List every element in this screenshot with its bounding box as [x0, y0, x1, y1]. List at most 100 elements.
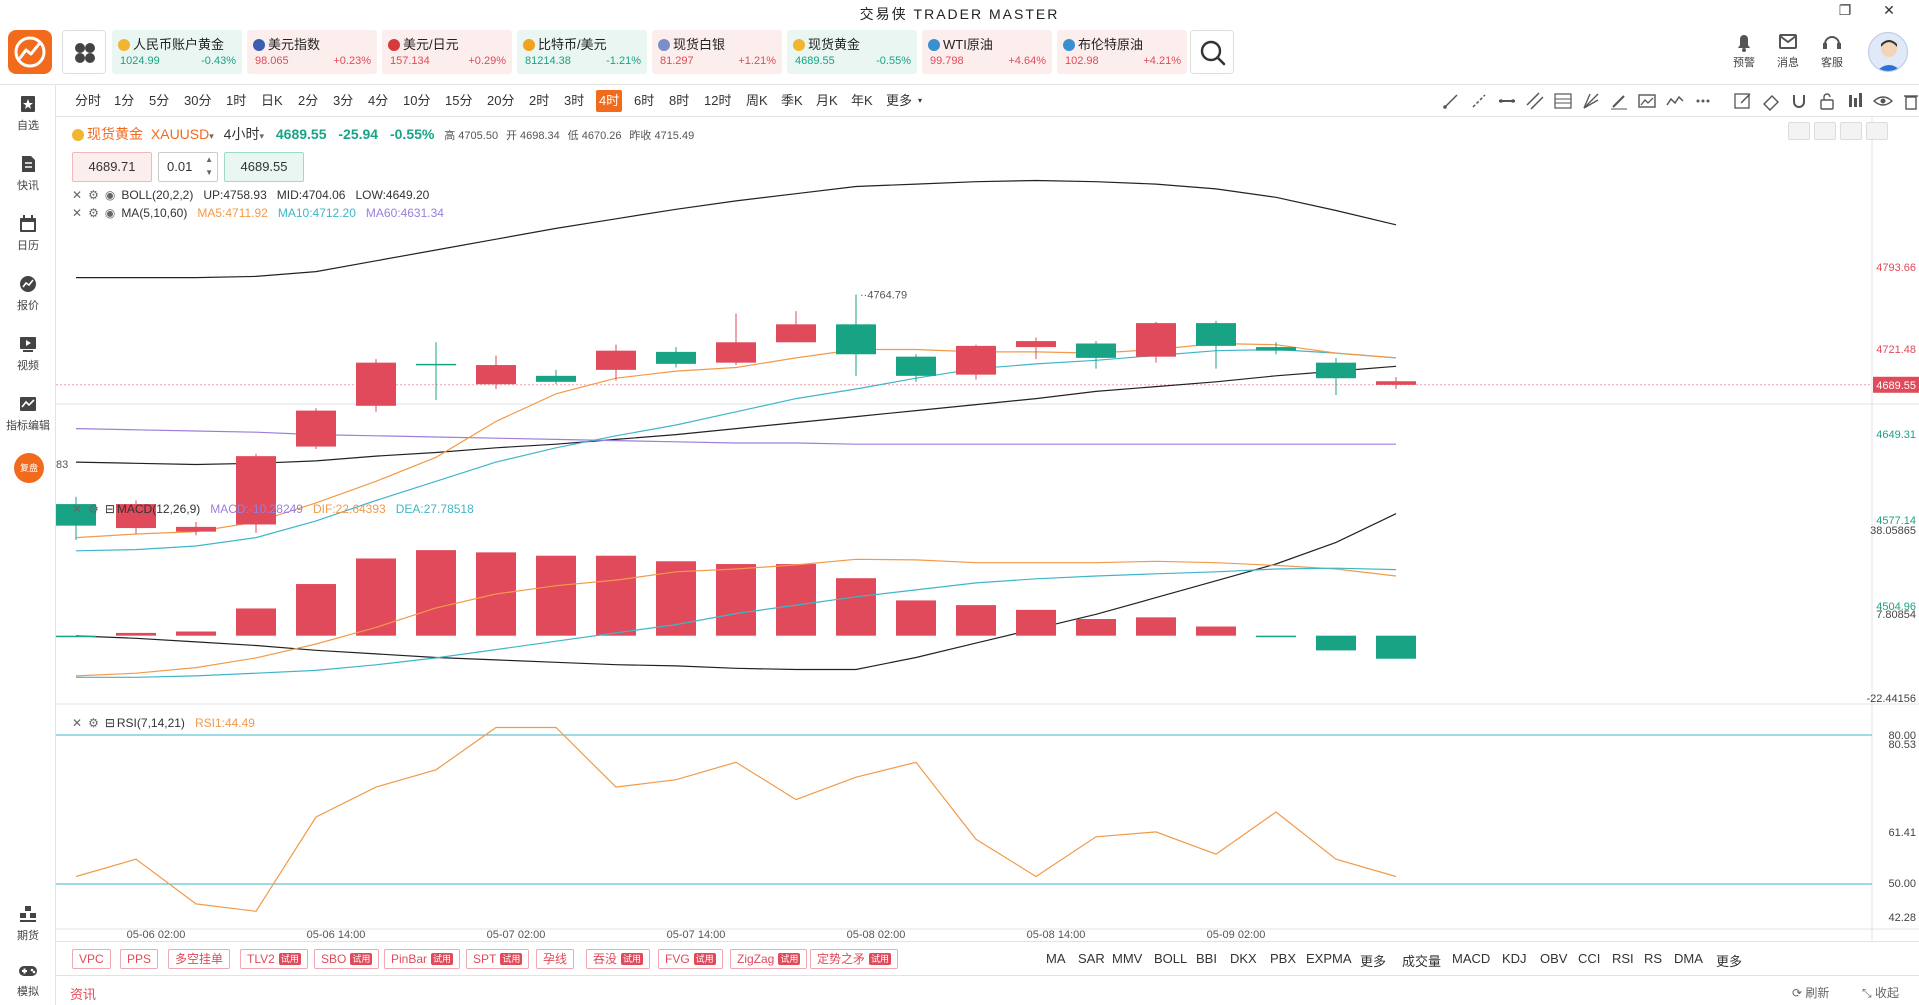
strategy-tag-8[interactable]: 吞没 试用: [586, 949, 651, 969]
collapse-icon[interactable]: ⊟: [104, 502, 115, 516]
period-21[interactable]: 年K: [851, 93, 873, 108]
strategy-tag-2[interactable]: 多空挂单: [168, 949, 231, 969]
grid-menu-button[interactable]: [62, 30, 106, 74]
period-13[interactable]: 3时: [564, 93, 585, 108]
quantity-stepper[interactable]: 0.01 ▲ ▼: [158, 152, 218, 182]
strategy-tag-9[interactable]: FVG 试用: [658, 949, 723, 969]
main-indicator-tab-0[interactable]: MA: [1046, 951, 1066, 966]
buy-price-button[interactable]: 4689.55: [224, 152, 304, 182]
chart-type-icon[interactable]: [1788, 122, 1810, 140]
message-button[interactable]: 消息: [1768, 30, 1808, 70]
quote-card[interactable]: 美元指数 98.065 +0.23%: [247, 30, 377, 74]
app-logo[interactable]: [8, 30, 52, 74]
close-window-icon[interactable]: ✕: [1883, 2, 1895, 18]
chevron-down-icon[interactable]: ▾: [918, 96, 923, 105]
sidebar-item-calendar[interactable]: 日历: [0, 213, 56, 253]
news-tab[interactable]: 资讯: [70, 987, 97, 1002]
draw-pen-icon[interactable]: [1814, 122, 1836, 140]
instrument-symbol[interactable]: XAUUSD: [150, 126, 210, 142]
gann-fan-icon[interactable]: [1580, 90, 1602, 112]
strategy-tag-6[interactable]: SPT 试用: [466, 949, 530, 969]
sub-indicator-tab-3[interactable]: OBV: [1540, 951, 1568, 966]
eye-icon[interactable]: ◉: [104, 206, 116, 220]
period-9[interactable]: 10分: [403, 93, 431, 108]
close-icon[interactable]: ✕: [72, 716, 83, 730]
wave-icon[interactable]: [1664, 90, 1686, 112]
period-12[interactable]: 2时: [529, 93, 550, 108]
image-icon[interactable]: [1636, 90, 1658, 112]
restore-window-icon[interactable]: ❐: [1838, 2, 1852, 18]
brush-icon[interactable]: [1608, 90, 1630, 112]
period-4[interactable]: 1时: [226, 93, 247, 108]
layers-icon[interactable]: [1844, 90, 1866, 112]
period-19[interactable]: 季K: [781, 93, 803, 108]
settings-icon[interactable]: [1840, 122, 1862, 140]
period-1[interactable]: 1分: [114, 93, 135, 108]
main-indicator-tab-5[interactable]: DKX: [1230, 951, 1257, 966]
sub-indicator-tab-5[interactable]: RSI: [1612, 951, 1634, 966]
segment-line-icon[interactable]: [1468, 90, 1490, 112]
magnet-icon[interactable]: [1788, 90, 1810, 112]
settings-icon[interactable]: ⚙: [88, 716, 99, 730]
collapse-button[interactable]: ⤡ 收起: [1862, 986, 1899, 1000]
replay-button[interactable]: 复盘: [14, 453, 44, 483]
quote-card[interactable]: WTI原油 99.798 +4.64%: [922, 30, 1052, 74]
eye-icon[interactable]: [1872, 90, 1894, 112]
period-17[interactable]: 12时: [704, 93, 732, 108]
close-icon[interactable]: [1866, 122, 1888, 140]
refresh-button[interactable]: ⟳ 刷新: [1792, 986, 1830, 1000]
parallel-channel-icon[interactable]: [1524, 90, 1546, 112]
main-indicator-tab-6[interactable]: PBX: [1270, 951, 1297, 966]
strategy-tag-0[interactable]: VPC: [72, 949, 111, 969]
search-button[interactable]: [1190, 30, 1234, 74]
horizontal-line-icon[interactable]: [1496, 90, 1518, 112]
fibonacci-icon[interactable]: [1552, 90, 1574, 112]
lock-icon[interactable]: [1816, 90, 1838, 112]
sub-indicator-tab-4[interactable]: CCI: [1578, 951, 1601, 966]
period-14[interactable]: 4时: [596, 90, 623, 112]
period-2[interactable]: 5分: [149, 93, 170, 108]
collapse-icon[interactable]: ⊟: [104, 716, 115, 730]
strategy-tag-11[interactable]: 定势之矛 试用: [810, 949, 899, 969]
chart-canvas[interactable]: 4793.66 4721.48 4649.31 4577.14 4504.96 4689.…: [56, 116, 1919, 940]
delete-icon[interactable]: [1900, 90, 1919, 112]
close-icon[interactable]: ✕: [72, 188, 83, 202]
period-5[interactable]: 日K: [261, 93, 283, 108]
sub-indicator-tab-6[interactable]: RS: [1644, 951, 1663, 966]
close-icon[interactable]: ✕: [72, 206, 83, 220]
sub-indicator-tab-2[interactable]: KDJ: [1502, 951, 1527, 966]
quote-card[interactable]: 现货黄金 4689.55 -0.55%: [787, 30, 917, 74]
main-indicator-tab-4[interactable]: BBI: [1196, 951, 1217, 966]
quote-card[interactable]: 人民币账户黄金 1024.99 -0.43%: [112, 30, 242, 74]
more-tools-icon[interactable]: [1692, 90, 1714, 112]
sub-indicator-tab-8[interactable]: 更多: [1716, 954, 1743, 969]
period-11[interactable]: 20分: [487, 93, 515, 108]
strategy-tag-4[interactable]: SBO 试用: [314, 949, 380, 969]
sell-price-button[interactable]: 4689.71: [72, 152, 152, 182]
eraser-icon[interactable]: [1760, 90, 1782, 112]
service-button[interactable]: 客服: [1812, 30, 1852, 70]
period-10[interactable]: 15分: [445, 93, 473, 108]
edit-icon[interactable]: [1732, 90, 1754, 112]
settings-icon[interactable]: ⚙: [88, 502, 99, 516]
close-icon[interactable]: ✕: [72, 502, 83, 516]
period-0[interactable]: 分时: [75, 93, 102, 108]
sub-indicator-tab-1[interactable]: MACD: [1452, 951, 1491, 966]
period-18[interactable]: 周K: [746, 93, 768, 108]
strategy-tag-10[interactable]: ZigZag 试用: [730, 949, 808, 969]
strategy-tag-1[interactable]: PPS: [120, 949, 159, 969]
main-indicator-tab-2[interactable]: MMV: [1112, 951, 1143, 966]
quote-card[interactable]: 布伦特原油 102.98 +4.21%: [1057, 30, 1187, 74]
period-15[interactable]: 6时: [634, 93, 655, 108]
quote-card[interactable]: 现货白银 81.297 +1.21%: [652, 30, 782, 74]
avatar[interactable]: [1868, 32, 1908, 72]
sidebar-item-simulate[interactable]: 模拟: [0, 959, 56, 999]
chevron-down-icon[interactable]: ▾: [209, 131, 214, 141]
main-indicator-tab-7[interactable]: EXPMA: [1306, 951, 1352, 966]
settings-icon[interactable]: ⚙: [88, 206, 99, 220]
main-indicator-tab-1[interactable]: SAR: [1078, 951, 1105, 966]
sidebar-item-quotes[interactable]: 报价: [0, 273, 56, 313]
strategy-tag-7[interactable]: 孕线: [536, 949, 575, 969]
sidebar-item-indicator-edit[interactable]: 指标编辑: [0, 393, 56, 433]
period-8[interactable]: 4分: [368, 93, 389, 108]
